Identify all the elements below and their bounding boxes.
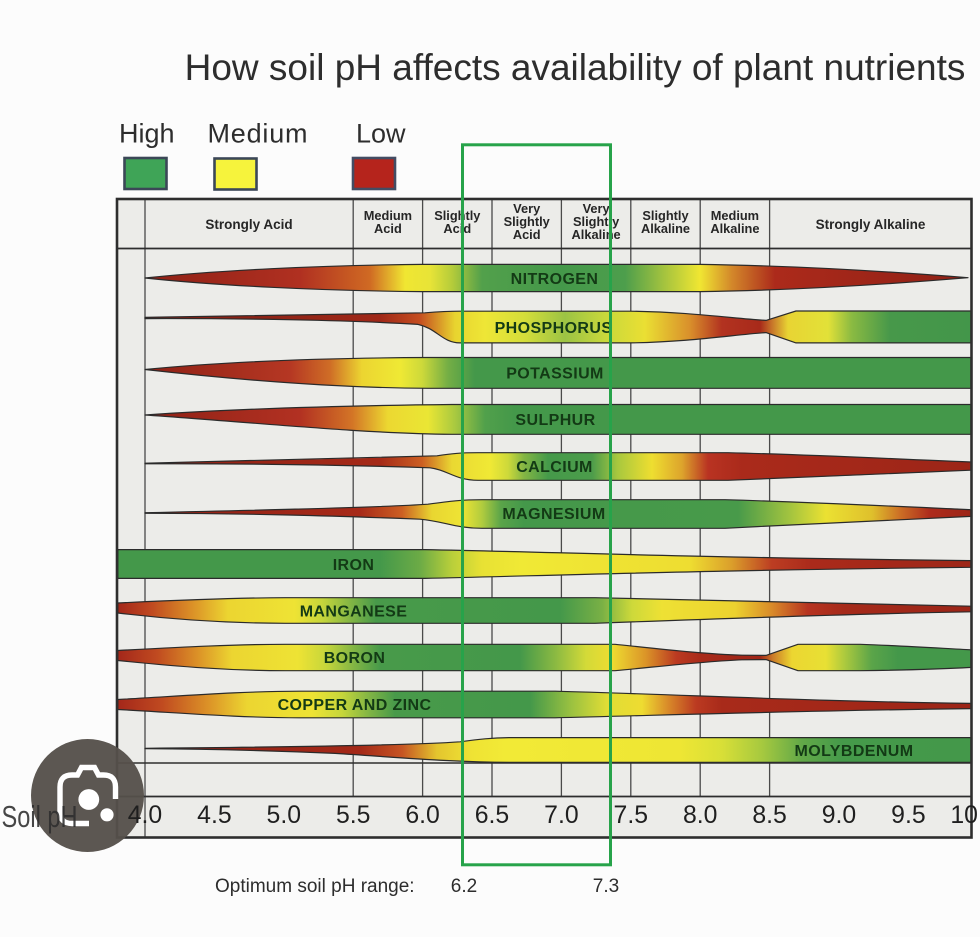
svg-text:PHOSPHORUS: PHOSPHORUS: [495, 320, 613, 337]
svg-text:7.5: 7.5: [614, 802, 648, 829]
svg-text:5.5: 5.5: [336, 802, 370, 829]
svg-text:Soil pH: Soil pH: [2, 799, 78, 834]
svg-text:Strongly Alkaline: Strongly Alkaline: [816, 217, 926, 232]
svg-text:Medium: Medium: [208, 119, 309, 149]
svg-text:4.0: 4.0: [128, 802, 162, 829]
svg-text:MOLYBDENUM: MOLYBDENUM: [795, 743, 914, 760]
svg-text:9.5: 9.5: [891, 802, 925, 829]
svg-text:IRON: IRON: [333, 557, 375, 574]
svg-text:Low: Low: [356, 119, 406, 149]
svg-text:POTASSIUM: POTASSIUM: [506, 366, 604, 383]
svg-text:6.2: 6.2: [451, 876, 477, 897]
svg-text:MANGANESE: MANGANESE: [300, 604, 408, 621]
svg-text:How soil pH affects availabili: How soil pH affects availability of plan…: [185, 47, 966, 88]
svg-text:Strongly Acid: Strongly Acid: [205, 217, 292, 232]
svg-text:BORON: BORON: [324, 650, 386, 667]
svg-text:COPPER AND ZINC: COPPER AND ZINC: [278, 697, 432, 714]
svg-text:6.5: 6.5: [475, 802, 509, 829]
svg-text:7.3: 7.3: [593, 876, 619, 897]
svg-text:5.0: 5.0: [267, 802, 301, 829]
svg-text:7.0: 7.0: [544, 802, 578, 829]
svg-text:SULPHUR: SULPHUR: [515, 412, 595, 429]
svg-text:4.5: 4.5: [197, 802, 231, 829]
svg-text:6.0: 6.0: [405, 802, 439, 829]
svg-text:8.0: 8.0: [683, 802, 717, 829]
svg-text:MAGNESIUM: MAGNESIUM: [502, 506, 605, 523]
svg-text:High: High: [119, 119, 175, 149]
svg-text:Optimum soil pH range:: Optimum soil pH range:: [215, 876, 415, 897]
svg-text:CALCIUM: CALCIUM: [516, 459, 593, 476]
svg-text:NITROGEN: NITROGEN: [511, 271, 599, 288]
svg-text:10.0: 10.0: [950, 802, 980, 829]
svg-text:9.0: 9.0: [822, 802, 856, 829]
svg-text:8.5: 8.5: [752, 802, 786, 829]
